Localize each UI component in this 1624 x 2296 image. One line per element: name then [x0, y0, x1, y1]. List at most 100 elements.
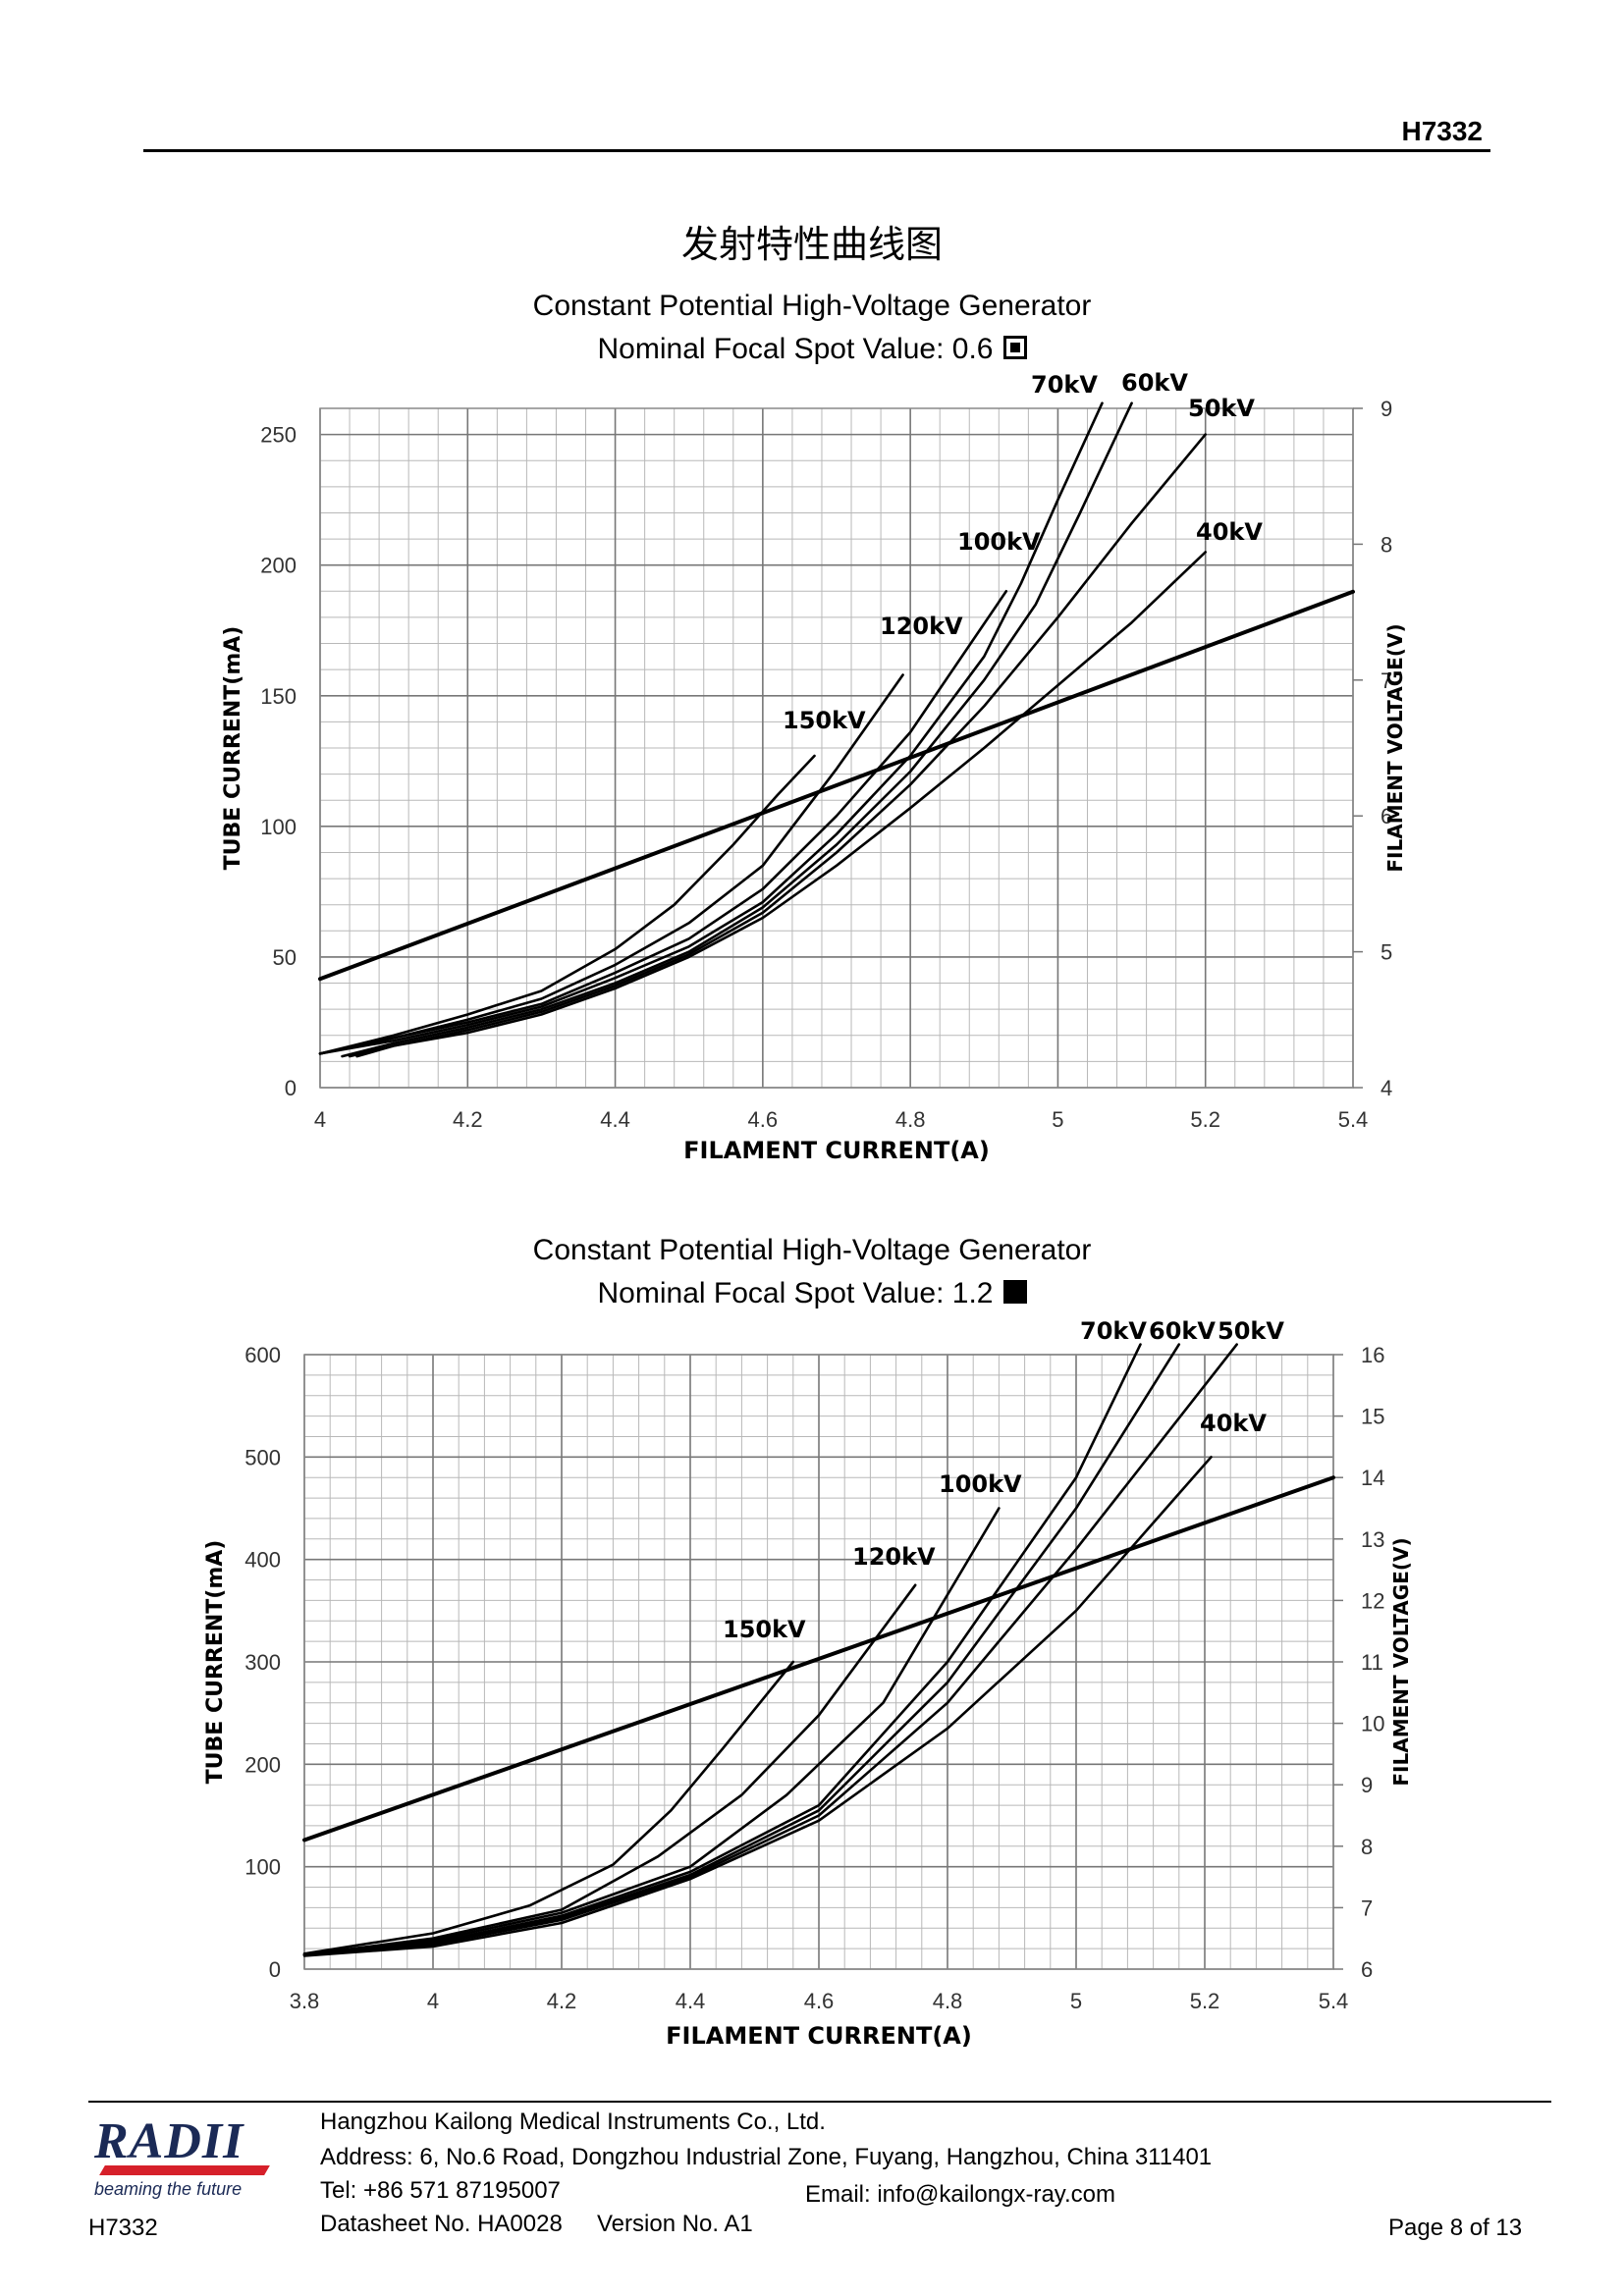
series-label-60kv: 60kV [1149, 1317, 1216, 1345]
chart1-subtitle-text: Nominal Focal Spot Value: 0.6 [597, 333, 994, 365]
x-tick-label: 4.8 [933, 1989, 963, 2013]
series-label-120kv: 120kV [880, 613, 963, 640]
y2-tick-label: 11 [1361, 1650, 1383, 1675]
logo-wordmark: RADII [94, 2113, 244, 2169]
footer-address: Address: 6, No.6 Road, Dongzhou Industri… [320, 2144, 1213, 2170]
x-tick-label: 5.2 [1190, 1107, 1220, 1132]
series-label-120kv: 120kV [852, 1543, 936, 1571]
x-tick-label: 5.4 [1319, 1989, 1349, 2013]
y2-tick-label: 15 [1361, 1405, 1384, 1429]
y-tick-label: 200 [260, 554, 297, 578]
footer-page-number: Page 8 of 13 [1388, 2215, 1523, 2241]
y2-tick-label: 14 [1361, 1466, 1384, 1490]
y2-tick-label: 8 [1361, 1835, 1373, 1859]
x-tick-label: 4 [427, 1989, 439, 2013]
chart2: 3.8 4 4.2 4.4 4.6 4.8 5 5.2 5.4 0 100 200 300 400 500 6… [203, 1317, 1413, 2050]
y-axis-label: TUBE CURRENT(mA) [221, 626, 245, 871]
series-label-70kv: 70kV [1080, 1317, 1147, 1345]
x-tick-label: 5.4 [1338, 1107, 1369, 1132]
chart1-subtitle: Nominal Focal Spot Value: 0.6 [0, 328, 1624, 371]
logo-tagline: beaming the future [94, 2179, 243, 2199]
series-label-100kv: 100kV [957, 528, 1041, 556]
series-line-150kv [302, 1660, 795, 1955]
series-filament-voltage-line [302, 1475, 1335, 1842]
x-axis-label: FILAMENT CURRENT(A) [683, 1137, 990, 1164]
chart2-title: Constant Potential High-Voltage Generato… [0, 1229, 1624, 1272]
y-tick-label: 50 [273, 945, 297, 970]
y2-tick-label: 9 [1361, 1773, 1373, 1797]
footer-tel: Tel: +86 571 87195007 [320, 2177, 561, 2204]
series-line-50kv [355, 433, 1207, 1058]
chart1: 4 4.2 4.4 4.6 4.8 5 5.2 5.4 0 50 100 150 200 250 4 5 6 7 8… [221, 369, 1407, 1164]
y2-tick-label: 13 [1361, 1527, 1384, 1552]
y2-tick-label: 10 [1361, 1712, 1384, 1736]
series-label-40kv: 40kV [1196, 518, 1263, 546]
footer-email[interactable]: Email: info@kailongx-ray.com [805, 2181, 1116, 2208]
y2-axis-label: FILAMENT VOLTAGE(V) [1383, 623, 1407, 872]
x-tick-label: 5.2 [1190, 1989, 1220, 2013]
y2-axis-label: FILAMENT VOLTAGE(V) [1389, 1537, 1413, 1786]
series-label-50kv: 50kV [1218, 1317, 1284, 1345]
series-filament-voltage-line [318, 589, 1355, 982]
chart2-grid [303, 1354, 1334, 1970]
y2-tick-label: 7 [1380, 668, 1392, 693]
chart1-title-text: Constant Potential High-Voltage Generato… [532, 290, 1092, 322]
series-label-150kv: 150kV [723, 1616, 806, 1643]
x-tick-label: 4.6 [748, 1107, 779, 1132]
series-label-150kv: 150kV [783, 707, 866, 734]
x-tick-label: 4.4 [600, 1107, 630, 1132]
x-tick-label: 4.4 [676, 1989, 706, 2013]
y-tick-label: 400 [244, 1548, 281, 1573]
page-title: 发射特性曲线图 [680, 223, 943, 266]
chart2-subtitle-text: Nominal Focal Spot Value: 1.2 [597, 1277, 994, 1309]
y2-tick-label: 5 [1380, 940, 1392, 965]
y-tick-label: 600 [244, 1343, 281, 1367]
footer-doc-code: H7332 [88, 2215, 158, 2241]
y-tick-label: 100 [260, 815, 297, 839]
y-tick-label: 200 [244, 1752, 281, 1777]
chart2-subtitle: Nominal Focal Spot Value: 1.2 [0, 1272, 1624, 1315]
y-tick-label: 250 [260, 423, 297, 448]
x-tick-label: 4.6 [804, 1989, 835, 2013]
focal-spot-large-icon [1002, 1280, 1027, 1305]
x-axis-label: FILAMENT CURRENT(A) [666, 2022, 972, 2050]
y-tick-label: 100 [244, 1855, 281, 1880]
footer-datasheet: Datasheet No. HA0028 [320, 2211, 563, 2237]
company-logo: RADII beaming the future [94, 2112, 281, 2211]
series-line-100kv [302, 1507, 1001, 1956]
y-tick-label: 150 [260, 684, 297, 709]
y2-tick-label: 12 [1361, 1588, 1384, 1613]
series-label-50kv: 50kV [1188, 395, 1255, 422]
x-tick-label: 4 [314, 1107, 326, 1132]
series-label-70kv: 70kV [1031, 371, 1098, 399]
y-tick-label: 300 [244, 1650, 281, 1675]
focal-spot-small-icon [1002, 336, 1027, 360]
y2-tick-label: 16 [1361, 1343, 1384, 1367]
series-line-120kv [302, 1583, 917, 1956]
series-line-40kv [348, 551, 1207, 1058]
y2-tick-label: 4 [1380, 1076, 1392, 1100]
x-tick-label: 4.8 [895, 1107, 926, 1132]
y2-tick-label: 9 [1380, 397, 1392, 421]
x-tick-label: 4.2 [453, 1107, 483, 1132]
footer-company: Hangzhou Kailong Medical Instruments Co.… [320, 2109, 826, 2135]
chart1-plot-frame [319, 407, 1354, 1089]
series-label-40kv: 40kV [1200, 1410, 1267, 1437]
series-line-70kv [318, 401, 1104, 1055]
header-doc-code: H7332 [1401, 116, 1483, 146]
y2-tick-label: 7 [1361, 1896, 1373, 1920]
y2-tick-label: 6 [1361, 1957, 1373, 1982]
series-line-60kv [341, 401, 1133, 1058]
series-line-100kv [318, 589, 1008, 1055]
y-axis-label: TUBE CURRENT(mA) [203, 1540, 228, 1785]
x-tick-label: 5 [1052, 1107, 1063, 1132]
header-rule [143, 149, 1490, 152]
y2-tick-label: 8 [1380, 532, 1392, 557]
footer-rule [88, 2101, 1551, 2103]
y-tick-label: 0 [269, 1957, 281, 1982]
y2-tick-label: 6 [1380, 804, 1392, 828]
x-tick-label: 3.8 [290, 1989, 320, 2013]
y-tick-label: 500 [244, 1445, 281, 1469]
chart2-title-text: Constant Potential High-Voltage Generato… [532, 1234, 1092, 1266]
series-line-40kv [302, 1456, 1213, 1957]
